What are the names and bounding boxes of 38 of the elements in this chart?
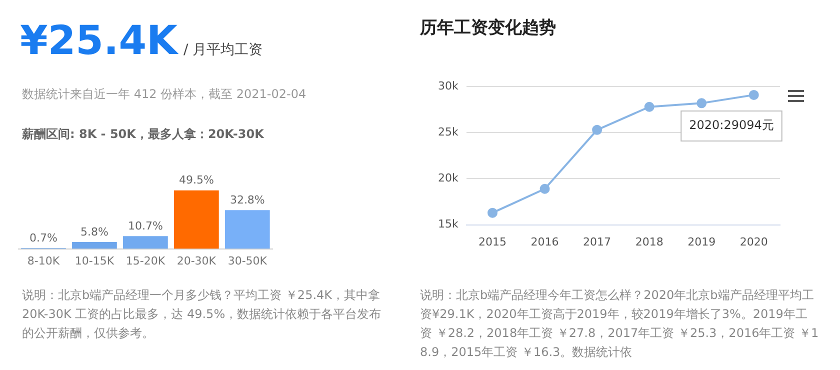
x-tick-label: 8-10K <box>27 254 60 268</box>
point <box>748 90 759 100</box>
data-label: 49.5% <box>178 174 214 187</box>
x-tick-label: 10-15K <box>74 254 115 268</box>
point <box>540 184 550 194</box>
bar <box>123 236 168 249</box>
x-tick-label: 20-30K <box>176 254 217 268</box>
annotation: 2020:29094元 <box>689 118 774 132</box>
data-label: 5.8% <box>80 225 108 238</box>
text: 数据统计来自近一年 412 份样本，截至 2021-02-04 <box>22 86 306 103</box>
x-tick-label: 2020 <box>740 235 768 248</box>
y-tick-label: 15k <box>438 218 459 231</box>
text: 说明：北京b端产品经理今年工资怎么样？2020年北京b端产品经理平均工资¥29.1K，2020年工资高于2019年，较2019年增长了3%。2019年工资 ￥28.2，2018年工资 ￥27.8，2017年工资 ￥25.3，2016年工资 ￥18.9，2015年工资 ￥16.3。数据统计依 <box>420 287 820 361</box>
point <box>488 208 498 218</box>
data-label: 0.7% <box>30 231 58 244</box>
x-tick-label: 2015 <box>478 235 507 248</box>
text: 说明：北京b端产品经理一个月多少钱？平均工资 ￥25.4K，其中拿 20K-30K 工资的占比最多，达 49.5%，数据统计依赖于各平台发布的公开薪酬，仅供参考。 <box>22 287 382 342</box>
text: 薪酬区间: 8K - 50K，最多人拿：20K-30K <box>22 126 264 143</box>
chart-subtitle: / 月平均工资 <box>184 42 263 58</box>
y-tick-label: 25k <box>438 126 459 139</box>
point <box>592 124 602 135</box>
bar <box>72 242 117 249</box>
y-tick-label: 20k <box>438 172 459 185</box>
data-label: 32.8% <box>230 193 265 206</box>
x-tick-label: 2016 <box>530 235 559 248</box>
x-tick-label: 30-50K <box>228 254 268 268</box>
chart-title: 历年工资变化趋势 <box>420 17 556 39</box>
y-tick-label: 30k <box>438 79 459 92</box>
x-tick-label: 2019 <box>688 235 716 248</box>
x-tick-label: 2018 <box>635 235 664 248</box>
bar <box>174 190 219 249</box>
point <box>644 102 654 112</box>
point <box>696 98 707 108</box>
chart-title: ¥25.4K <box>20 18 178 64</box>
bar <box>224 210 270 249</box>
x-tick-label: 15-20K <box>126 254 166 268</box>
data-label: 10.7% <box>128 220 163 233</box>
x-tick-label: 2017 <box>583 235 612 248</box>
